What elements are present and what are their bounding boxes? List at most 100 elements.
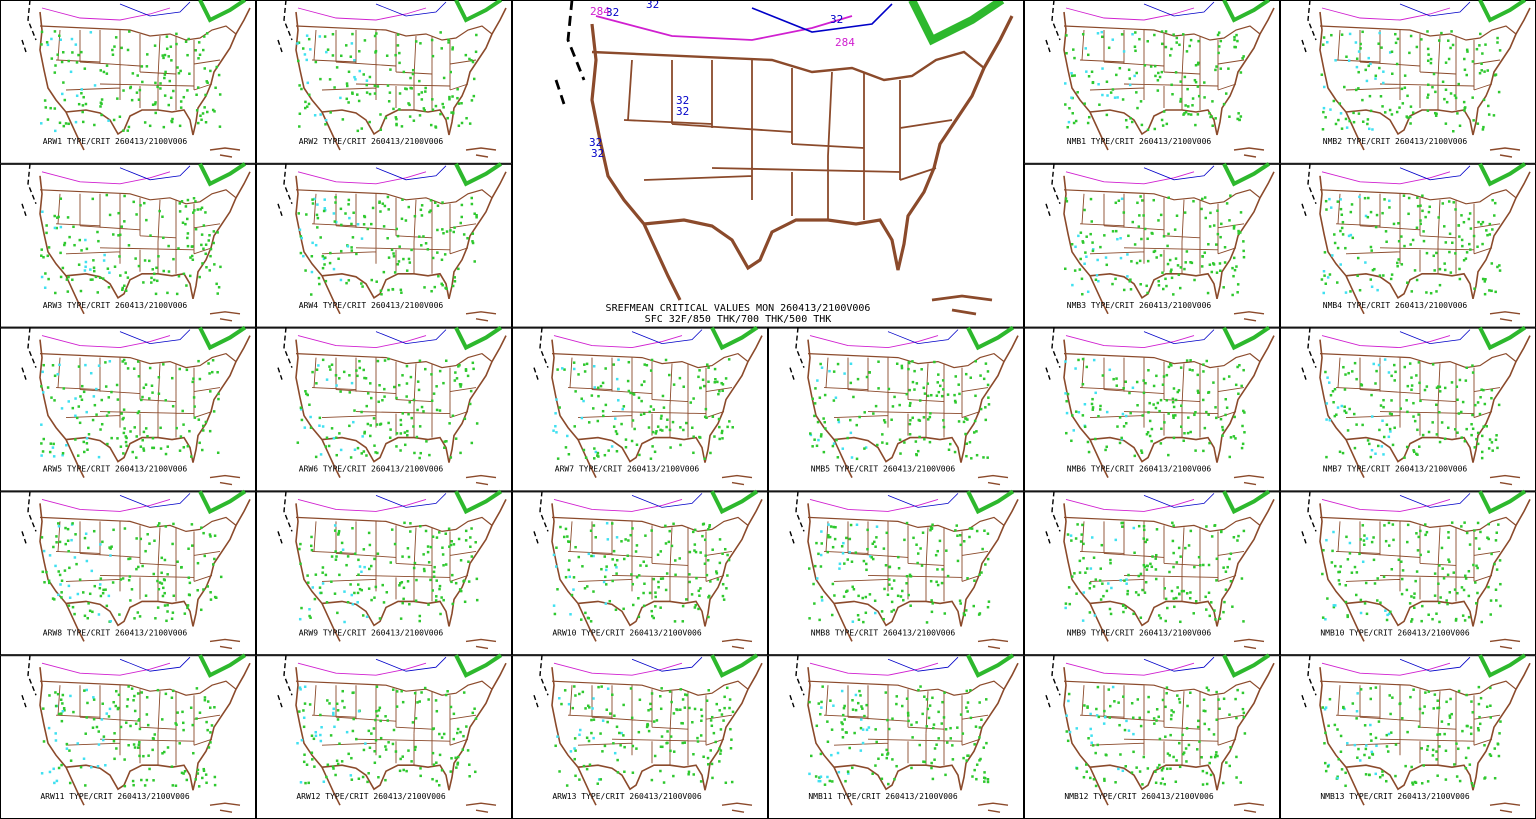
precip-dot (1455, 775, 1459, 778)
precip-dot (852, 588, 856, 591)
precip-dot (703, 538, 707, 542)
precip-dot (1071, 74, 1074, 78)
precip-dot (122, 416, 125, 420)
precip-dot (721, 437, 724, 440)
precip-dot (1165, 686, 1169, 689)
precip-dot (99, 577, 103, 580)
precip-dot (1409, 34, 1413, 38)
precip-dot (328, 261, 332, 265)
precip-dot (1325, 538, 1328, 542)
precip-dot (1154, 781, 1158, 785)
precip-dot (165, 619, 168, 623)
precip-dot (1400, 235, 1403, 238)
precip-dot (345, 563, 348, 567)
precip-dot (77, 102, 81, 106)
precip-dot (1194, 599, 1198, 603)
precip-dot (154, 81, 157, 85)
precip-dot (432, 575, 436, 578)
precip-dot (54, 291, 57, 295)
panel: NMB3 TYPE/CRIT 260413/2100V006 (1044, 161, 1276, 323)
precip-dot (213, 110, 216, 113)
precip-dot (374, 739, 378, 742)
precip-dot (326, 48, 330, 51)
precip-dot (1391, 696, 1394, 699)
precip-dot (962, 756, 965, 760)
precip-dot (438, 753, 442, 757)
precip-dot (145, 218, 148, 222)
precip-dot (684, 693, 687, 696)
precip-dot (403, 521, 406, 525)
precip-dot (578, 778, 581, 781)
precip-dot (182, 446, 186, 449)
precip-dot (1404, 764, 1407, 768)
precip-dot (1344, 291, 1348, 294)
precip-dot (334, 550, 337, 553)
precip-dot (1103, 779, 1106, 782)
precip-dot (1376, 288, 1379, 292)
precip-dot (1208, 441, 1211, 445)
precip-dot (1227, 375, 1231, 378)
precip-dot (114, 36, 118, 39)
precip-dot (657, 580, 660, 584)
precip-dot (1491, 198, 1494, 202)
precip-dot (843, 372, 846, 375)
precip-dot (57, 570, 60, 573)
precip-dot (1103, 777, 1106, 781)
precip-dot (47, 579, 51, 582)
precip-dot (1438, 733, 1442, 736)
precip-dot (85, 442, 89, 445)
precip-dot (1126, 275, 1129, 278)
precip-dot (321, 566, 325, 569)
precip-dot (880, 610, 884, 613)
precip-dot (715, 570, 718, 573)
precip-dot (978, 573, 981, 576)
precip-dot (1206, 291, 1210, 295)
precip-dot (342, 370, 346, 374)
precip-dot (842, 706, 846, 710)
precip-dot (829, 699, 832, 702)
panel: ARW12 TYPE/CRIT 260413/2100V006 (276, 653, 508, 815)
precip-dot (1140, 449, 1143, 452)
precip-dot (699, 780, 703, 783)
precip-dot (1116, 425, 1119, 428)
precip-dot (1121, 604, 1125, 608)
precip-dot (627, 360, 631, 364)
precip-dot (108, 360, 112, 363)
precip-dot (219, 575, 223, 579)
precip-dot (1231, 605, 1234, 608)
precip-dot (1415, 532, 1418, 535)
precip-dot (102, 259, 106, 262)
precip-dot (1426, 745, 1430, 748)
precip-dot (1480, 69, 1484, 72)
precip-dot (442, 381, 445, 385)
precip-dot (721, 582, 725, 586)
precip-dot (666, 730, 669, 733)
precip-dot (1400, 592, 1404, 596)
precip-dot (1065, 34, 1068, 37)
precip-dot (144, 594, 148, 597)
precip-dot (134, 257, 137, 260)
precip-dot (303, 53, 307, 56)
precip-dot (1212, 263, 1216, 266)
panel-border (768, 491, 1024, 656)
precip-dot (1434, 114, 1438, 117)
precip-dot (77, 405, 81, 408)
precip-dot (306, 574, 309, 577)
precip-dot (583, 370, 587, 373)
precip-dot (1429, 291, 1433, 295)
precip-dot (104, 385, 108, 388)
precip-dot (64, 122, 68, 125)
precip-dot (1129, 117, 1132, 120)
precip-dot (323, 263, 326, 266)
precip-dot (166, 610, 169, 613)
precip-dot (964, 372, 968, 376)
precip-dot (813, 602, 816, 605)
precip-dot (1214, 406, 1217, 409)
precip-dot (1133, 243, 1137, 246)
precip-dot (1171, 397, 1175, 401)
precip-dot (811, 397, 814, 401)
precip-dot (299, 542, 302, 546)
precip-dot (1467, 569, 1471, 573)
precip-dot (200, 206, 204, 210)
precip-dot (1403, 456, 1406, 459)
